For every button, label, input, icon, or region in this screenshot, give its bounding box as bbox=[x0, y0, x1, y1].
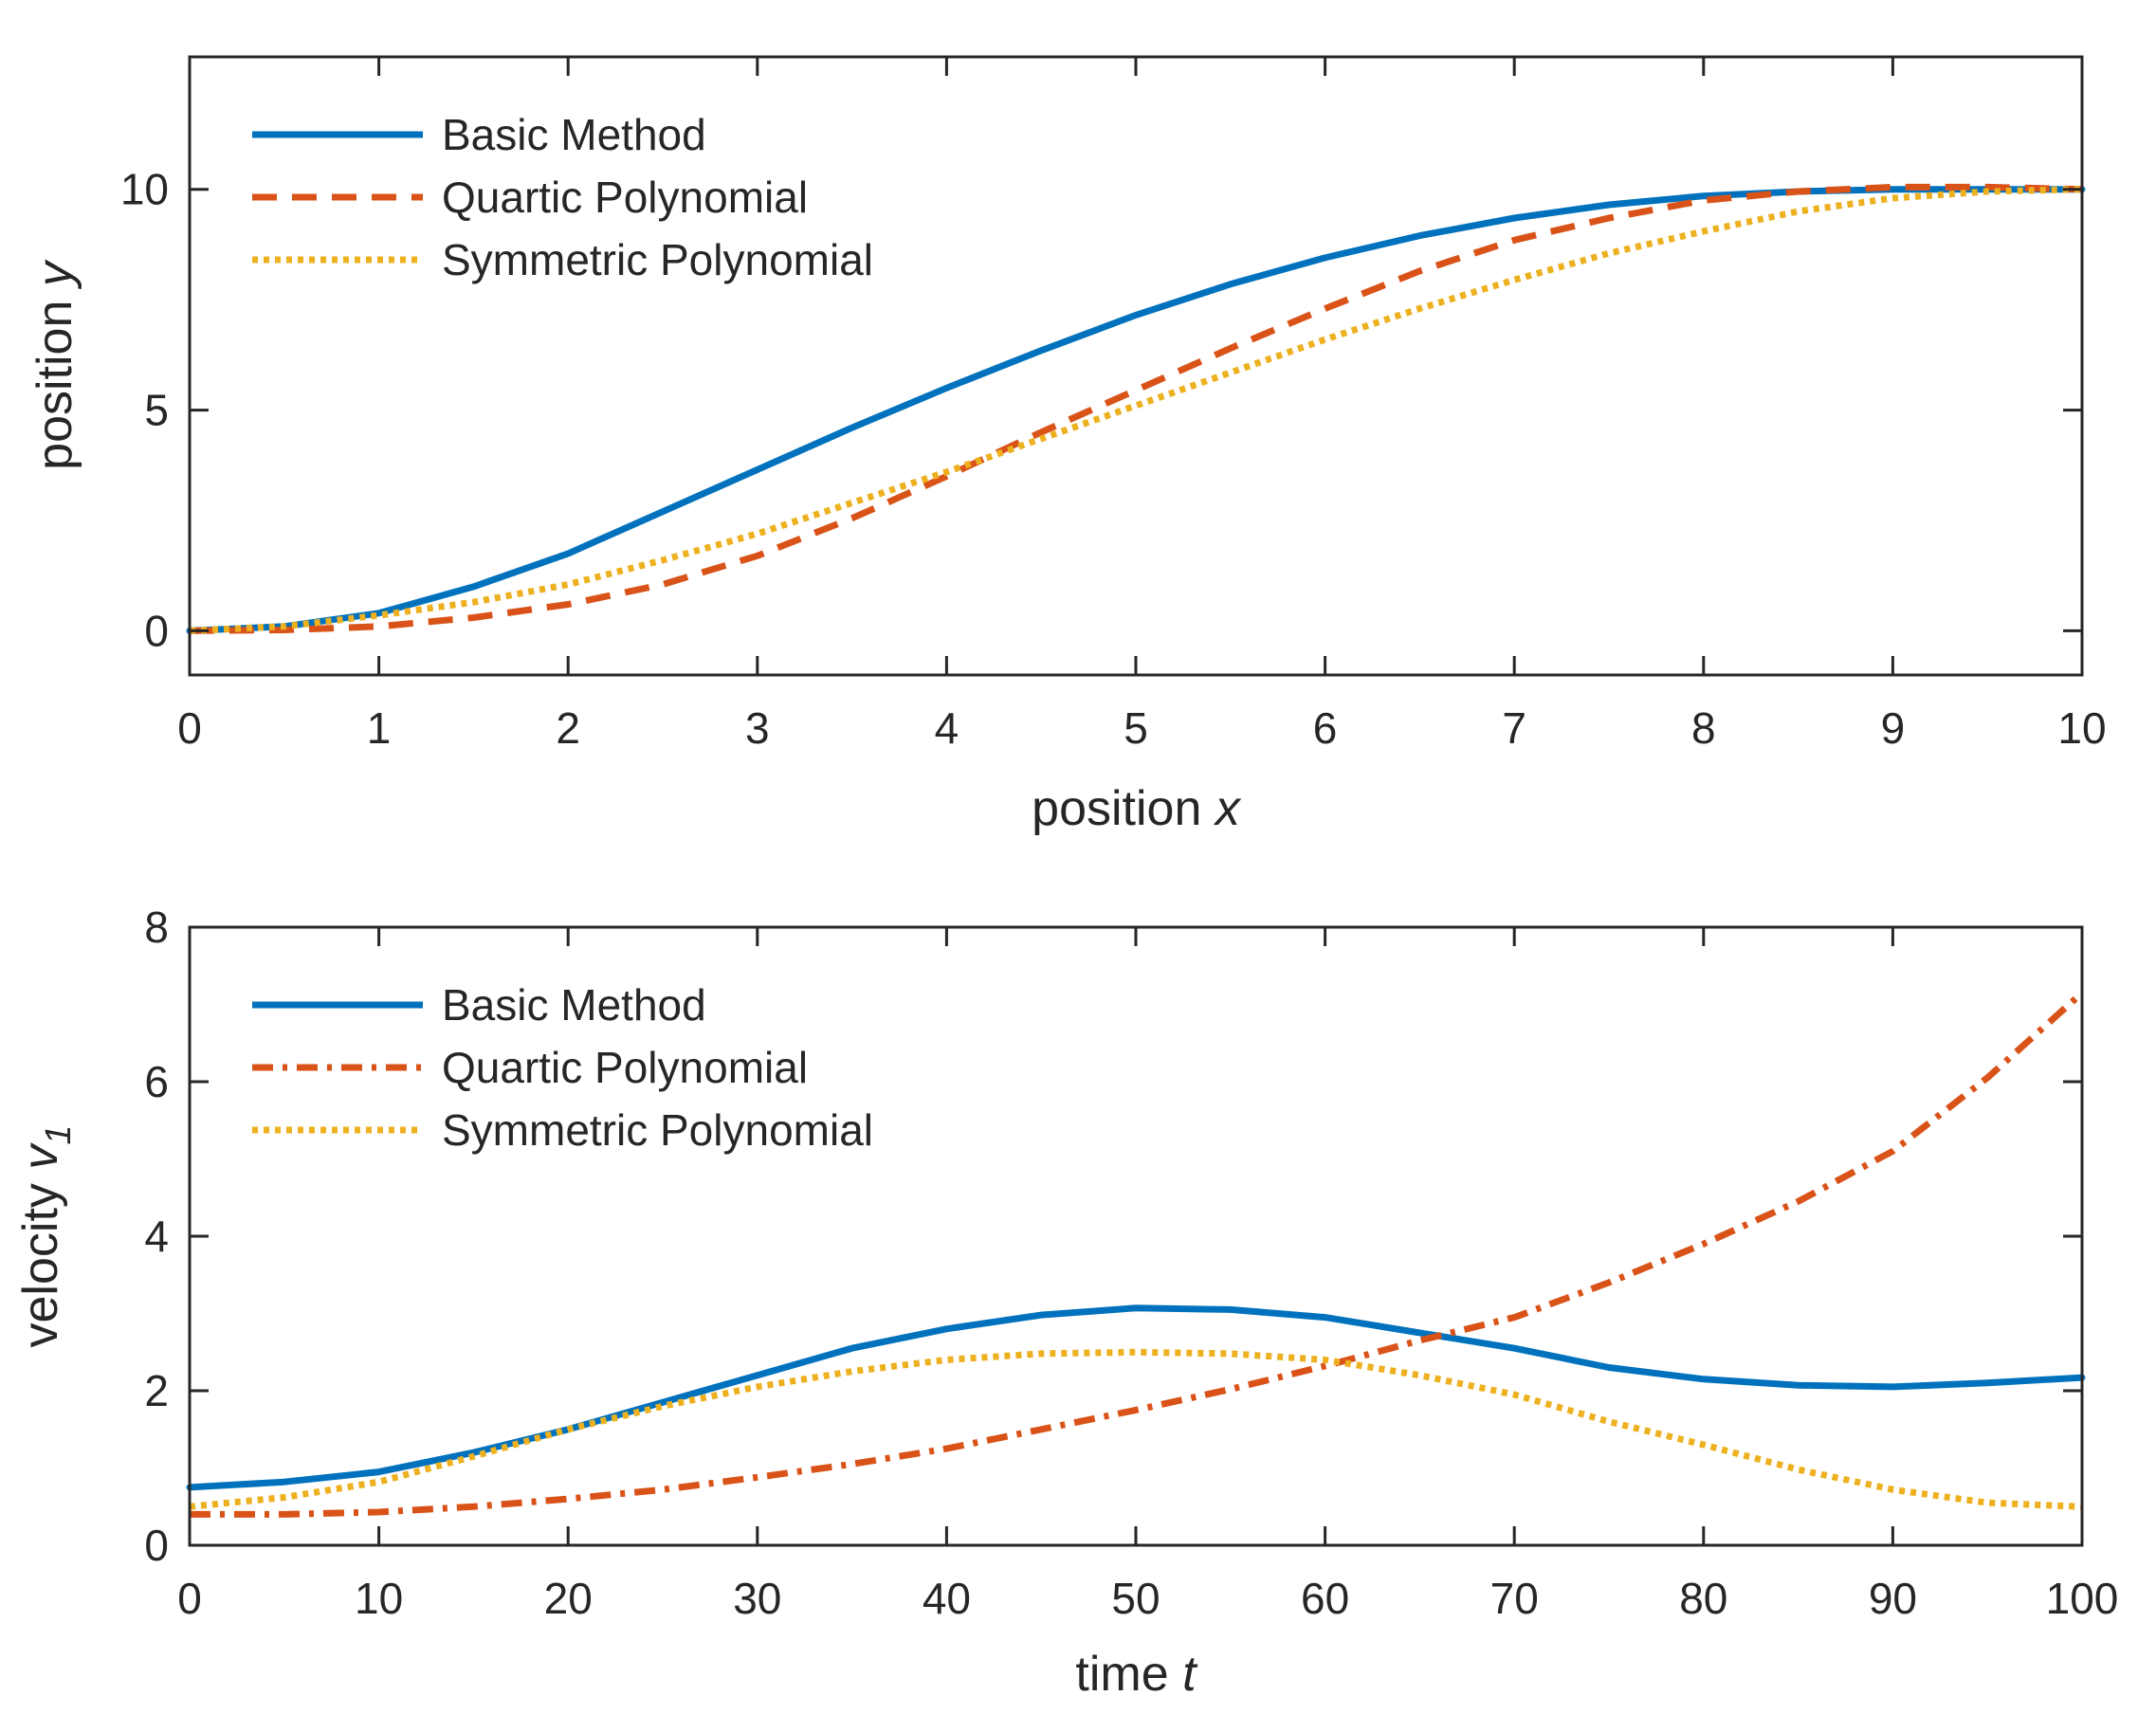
legend-label: Quartic Polynomial bbox=[442, 1043, 808, 1092]
series-line-symmetric-polynomial bbox=[189, 1348, 2083, 1510]
x-tick-label: 10 bbox=[355, 1574, 403, 1623]
x-tick-label: 70 bbox=[1490, 1574, 1539, 1623]
y-tick-label: 0 bbox=[144, 606, 169, 655]
x-tick-label: 9 bbox=[1881, 703, 1906, 753]
x-tick-label: 60 bbox=[1301, 1574, 1349, 1623]
y-axis-label: velocity v1 bbox=[13, 1125, 79, 1348]
x-tick-label: 8 bbox=[1691, 703, 1716, 753]
y-tick-label: 0 bbox=[144, 1521, 169, 1570]
x-tick-label: 3 bbox=[745, 703, 770, 753]
x-tick-label: 7 bbox=[1502, 703, 1526, 753]
x-tick-label: 20 bbox=[544, 1574, 593, 1623]
x-tick-label: 6 bbox=[1313, 703, 1338, 753]
legend-label: Symmetric Polynomial bbox=[442, 235, 873, 284]
y-tick-label: 5 bbox=[144, 386, 169, 435]
x-tick-label: 2 bbox=[556, 703, 580, 753]
y-tick-label: 6 bbox=[144, 1057, 169, 1106]
x-tick-label: 4 bbox=[935, 703, 959, 753]
x-axis-label: position x bbox=[1032, 781, 1242, 836]
y-axis-label: position y bbox=[27, 259, 82, 470]
x-tick-label: 5 bbox=[1124, 703, 1148, 753]
x-tick-label: 10 bbox=[2057, 703, 2106, 753]
y-tick-label: 8 bbox=[144, 903, 169, 952]
x-tick-label: 30 bbox=[733, 1574, 781, 1623]
y-tick-label: 2 bbox=[144, 1366, 169, 1415]
legend-label: Symmetric Polynomial bbox=[442, 1105, 873, 1155]
bottom-plot-velocity: 0 10 20 30 40 50 60 70 80 90 100 0 2 4 6 8 time t velocit… bbox=[13, 903, 2118, 1702]
x-tick-label: 40 bbox=[923, 1574, 971, 1623]
series-line-quartic-polynomial bbox=[190, 990, 2085, 1518]
x-tick-label: 50 bbox=[1111, 1574, 1160, 1623]
x-tick-label: 1 bbox=[367, 703, 392, 753]
x-tick-label: 80 bbox=[1679, 1574, 1727, 1623]
x-tick-label: 100 bbox=[2046, 1574, 2119, 1623]
top-plot-position: 0 1 2 3 4 5 6 7 8 9 10 0 5 10 position x position y Basi… bbox=[27, 55, 2107, 836]
x-tick-label: 0 bbox=[177, 1574, 202, 1623]
legend-label: Basic Method bbox=[442, 110, 706, 159]
legend-label: Basic Method bbox=[442, 980, 706, 1030]
y-tick-label: 10 bbox=[120, 165, 169, 214]
x-axis-label: time t bbox=[1075, 1647, 1198, 1702]
x-tick-label: 0 bbox=[177, 703, 202, 753]
legend-label: Quartic Polynomial bbox=[442, 173, 808, 222]
series-line-quartic-polynomial bbox=[189, 183, 2083, 634]
x-tick-label: 90 bbox=[1869, 1574, 1917, 1623]
plot-area bbox=[190, 57, 2082, 675]
y-tick-label: 4 bbox=[144, 1212, 169, 1261]
